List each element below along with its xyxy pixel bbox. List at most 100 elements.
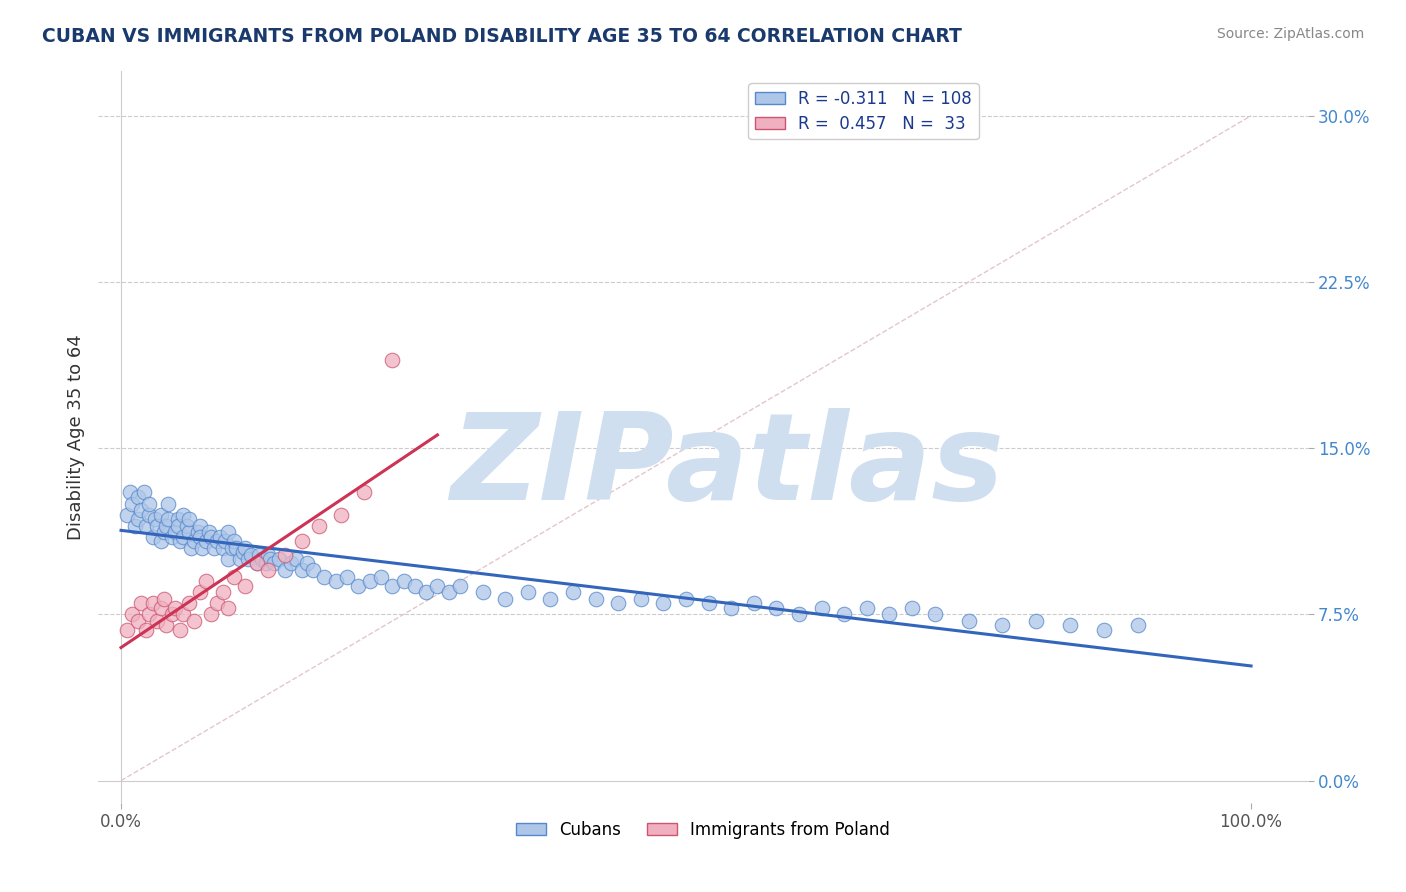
- Point: [957, 614, 980, 628]
- Point: [787, 607, 810, 622]
- Point: [325, 574, 347, 589]
- Point: [121, 497, 143, 511]
- Point: [233, 578, 256, 592]
- Point: [169, 534, 191, 549]
- Point: [135, 518, 157, 533]
- Point: [160, 607, 183, 622]
- Point: [214, 534, 236, 549]
- Point: [437, 585, 460, 599]
- Point: [274, 563, 297, 577]
- Point: [180, 541, 202, 555]
- Point: [697, 596, 720, 610]
- Point: [353, 485, 375, 500]
- Point: [314, 570, 336, 584]
- Point: [153, 525, 176, 540]
- Point: [127, 614, 149, 628]
- Point: [607, 596, 630, 610]
- Point: [187, 525, 209, 540]
- Point: [257, 548, 280, 562]
- Point: [285, 552, 308, 566]
- Point: [742, 596, 765, 610]
- Point: [194, 574, 217, 589]
- Point: [1092, 623, 1115, 637]
- Point: [138, 497, 160, 511]
- Point: [138, 508, 160, 522]
- Point: [149, 534, 172, 549]
- Point: [165, 600, 187, 615]
- Point: [211, 585, 233, 599]
- Point: [142, 530, 165, 544]
- Point: [246, 557, 269, 571]
- Point: [217, 552, 239, 566]
- Point: [160, 530, 183, 544]
- Point: [404, 578, 426, 592]
- Point: [359, 574, 381, 589]
- Point: [856, 600, 879, 615]
- Point: [415, 585, 437, 599]
- Point: [217, 525, 239, 540]
- Point: [247, 548, 270, 562]
- Point: [225, 541, 247, 555]
- Point: [209, 530, 232, 544]
- Point: [127, 490, 149, 504]
- Point: [274, 548, 297, 562]
- Point: [155, 518, 177, 533]
- Point: [1025, 614, 1047, 628]
- Point: [166, 518, 188, 533]
- Point: [188, 530, 211, 544]
- Point: [132, 485, 155, 500]
- Point: [1059, 618, 1081, 632]
- Point: [675, 591, 697, 606]
- Point: [232, 545, 254, 559]
- Point: [291, 563, 314, 577]
- Point: [330, 508, 353, 522]
- Point: [188, 518, 211, 533]
- Point: [562, 585, 585, 599]
- Point: [901, 600, 924, 615]
- Point: [924, 607, 946, 622]
- Point: [449, 578, 471, 592]
- Point: [222, 570, 245, 584]
- Point: [135, 623, 157, 637]
- Point: [263, 557, 285, 571]
- Point: [246, 557, 269, 571]
- Point: [205, 596, 228, 610]
- Point: [269, 552, 291, 566]
- Point: [146, 518, 169, 533]
- Point: [211, 541, 233, 555]
- Point: [494, 591, 516, 606]
- Point: [172, 530, 194, 544]
- Point: [198, 525, 221, 540]
- Point: [172, 607, 194, 622]
- Point: [191, 541, 214, 555]
- Point: [127, 512, 149, 526]
- Point: [157, 512, 180, 526]
- Point: [131, 596, 153, 610]
- Point: [149, 600, 172, 615]
- Point: [228, 552, 250, 566]
- Point: [222, 534, 245, 549]
- Point: [254, 557, 277, 571]
- Point: [381, 578, 404, 592]
- Point: [832, 607, 855, 622]
- Point: [630, 591, 652, 606]
- Point: [236, 552, 259, 566]
- Point: [165, 525, 187, 540]
- Point: [879, 607, 901, 622]
- Legend: Cubans, Immigrants from Poland: Cubans, Immigrants from Poland: [509, 814, 897, 846]
- Point: [471, 585, 494, 599]
- Point: [720, 600, 742, 615]
- Point: [172, 508, 194, 522]
- Point: [188, 585, 211, 599]
- Point: [138, 607, 160, 622]
- Point: [200, 607, 222, 622]
- Point: [221, 541, 243, 555]
- Point: [157, 497, 180, 511]
- Text: CUBAN VS IMMIGRANTS FROM POLAND DISABILITY AGE 35 TO 64 CORRELATION CHART: CUBAN VS IMMIGRANTS FROM POLAND DISABILI…: [42, 27, 962, 45]
- Y-axis label: Disability Age 35 to 64: Disability Age 35 to 64: [66, 334, 84, 540]
- Point: [233, 541, 256, 555]
- Point: [115, 508, 138, 522]
- Point: [259, 552, 281, 566]
- Point: [370, 570, 392, 584]
- Point: [426, 578, 449, 592]
